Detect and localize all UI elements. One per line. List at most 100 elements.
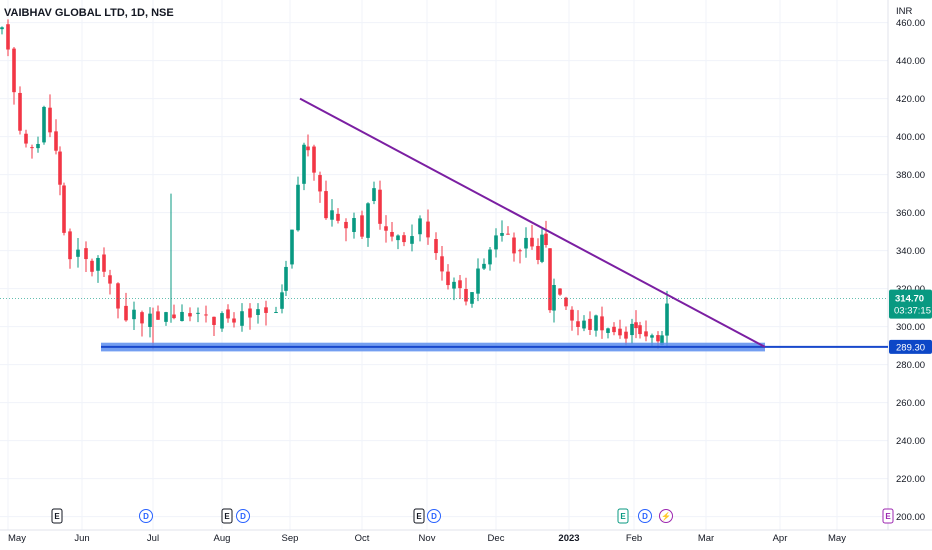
earnings-icon[interactable]: E: [221, 508, 233, 524]
candle-body: [644, 331, 648, 337]
candle-body: [318, 175, 322, 192]
candle-body: [264, 307, 268, 313]
candle-body: [452, 281, 456, 289]
y-tick-label: 440.00: [896, 56, 925, 67]
candle-body: [220, 313, 224, 329]
x-tick-label: Jun: [74, 533, 89, 544]
candle-body: [434, 239, 438, 254]
symbol-title: VAIBHAV GLOBAL LTD, 1D, NSE: [4, 7, 174, 19]
x-tick-label: Sep: [282, 533, 299, 544]
y-tick-label: 200.00: [896, 512, 925, 523]
candle-body: [240, 311, 244, 326]
candle-body: [458, 280, 462, 289]
candle-body: [188, 313, 192, 317]
candle-body: [488, 249, 492, 265]
svg-text:D: D: [642, 512, 648, 521]
candle-body: [384, 226, 388, 231]
countdown-timer: 03:37:15: [894, 306, 931, 317]
candle-body: [378, 189, 382, 224]
candle-body: [548, 248, 552, 311]
candle-body: [656, 335, 660, 342]
descending-trendline: [299, 97, 766, 348]
candle-body: [204, 314, 208, 316]
candle-body: [290, 229, 294, 265]
candle-body: [24, 133, 28, 144]
candle-body: [312, 146, 316, 173]
candle-body: [612, 326, 616, 333]
earnings-icon[interactable]: E: [617, 508, 629, 524]
split-icon[interactable]: ⚡: [659, 509, 673, 523]
candle-body: [76, 249, 80, 257]
candle-body: [108, 275, 112, 284]
candle-body: [124, 305, 128, 321]
candle-body: [396, 235, 400, 241]
y-tick-label: 460.00: [896, 18, 925, 29]
candle-body: [402, 235, 406, 243]
candle-body: [576, 321, 580, 327]
x-tick-label: Aug: [214, 533, 231, 544]
candle-body: [18, 92, 22, 131]
candle-body: [336, 213, 340, 221]
dividend-icon[interactable]: D: [236, 509, 250, 523]
candle-body: [660, 335, 664, 345]
y-tick-label: 380.00: [896, 170, 925, 181]
candle-body: [84, 248, 88, 260]
candle-body: [410, 236, 414, 244]
candle-body: [506, 233, 510, 235]
y-tick-label: 400.00: [896, 132, 925, 143]
candle-body: [62, 185, 66, 233]
candle-body: [618, 328, 622, 336]
candle-body: [512, 237, 516, 254]
candle-body: [426, 221, 430, 238]
candle-body: [544, 233, 548, 246]
candle-body: [306, 146, 310, 151]
y-tick-label: 300.00: [896, 322, 925, 333]
candle-body: [248, 308, 252, 318]
candle-body: [558, 288, 562, 295]
candle-body: [280, 292, 284, 309]
currency-label: INR: [896, 6, 913, 17]
candle-body: [102, 254, 106, 272]
candle-body: [132, 309, 136, 320]
y-tick-label: 320.00: [896, 284, 925, 295]
candle-body: [274, 312, 278, 314]
y-tick-label: 260.00: [896, 398, 925, 409]
candle-body: [352, 218, 356, 232]
candle-body: [164, 312, 168, 322]
earnings-icon[interactable]: E: [882, 508, 894, 524]
candle-body: [140, 312, 144, 324]
candle-body: [638, 325, 642, 335]
x-tick-label: 2023: [558, 533, 579, 544]
earnings-icon[interactable]: E: [413, 508, 425, 524]
candle-body: [570, 309, 574, 321]
candle-body: [552, 284, 556, 311]
x-tick-label: Apr: [773, 533, 788, 544]
candle-body: [90, 260, 94, 272]
earnings-icon[interactable]: E: [51, 508, 63, 524]
candle-body: [36, 143, 40, 149]
candle-body: [96, 257, 100, 271]
dividend-icon[interactable]: D: [139, 509, 153, 523]
candle-body: [482, 263, 486, 269]
candle-body: [440, 256, 444, 272]
support-price-value: 289.30: [896, 342, 925, 353]
last-price-value: 314.70: [895, 294, 924, 305]
x-tick-label: May: [8, 533, 26, 544]
candle-body: [665, 303, 669, 336]
candle-body: [372, 188, 376, 202]
candle-body: [518, 250, 522, 252]
candle-body: [470, 292, 474, 304]
dividend-icon[interactable]: D: [427, 509, 441, 523]
svg-text:D: D: [143, 512, 149, 521]
dividend-icon[interactable]: D: [638, 509, 652, 523]
candle-body: [148, 313, 152, 327]
candle-body: [54, 131, 58, 151]
svg-text:⚡: ⚡: [661, 511, 671, 521]
x-tick-label: Jul: [147, 533, 159, 544]
candle-body: [650, 335, 654, 338]
svg-text:E: E: [885, 512, 891, 521]
candle-body: [588, 318, 592, 330]
candle-body: [630, 323, 634, 336]
candle-body: [42, 106, 46, 143]
